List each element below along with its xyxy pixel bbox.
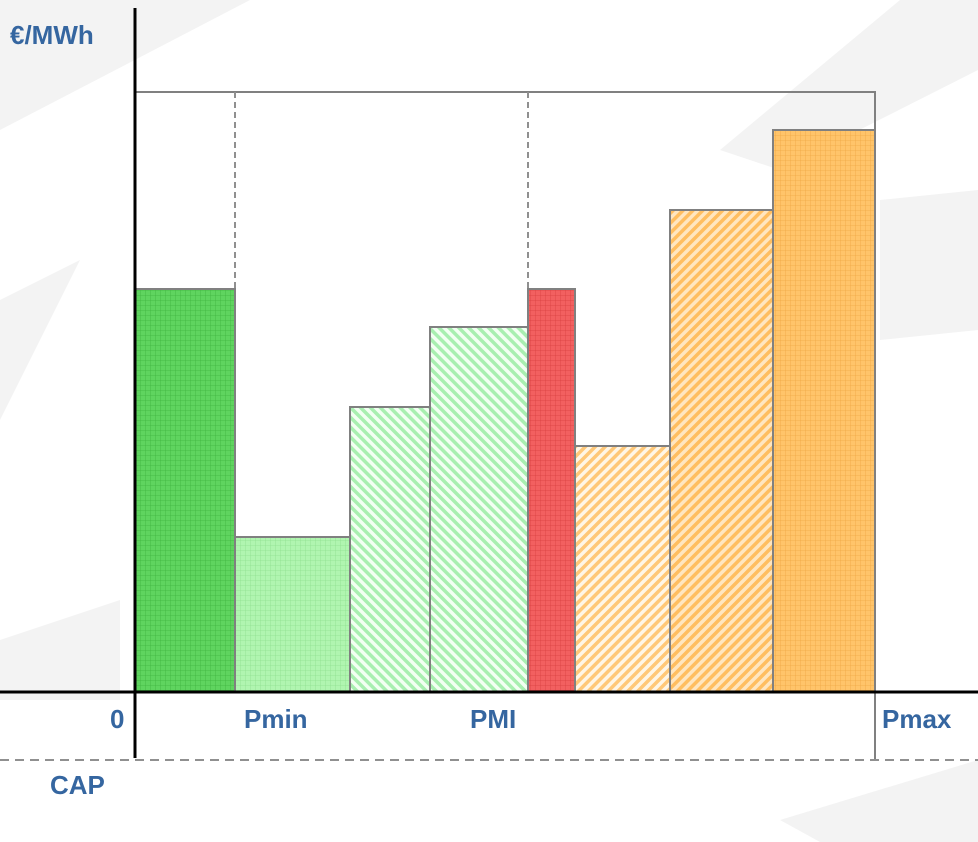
bar [527,288,576,693]
pmin-label: Pmin [244,704,308,734]
bar [669,209,774,693]
top-frame [135,91,876,760]
bar [772,129,876,693]
bars [134,129,876,693]
origin-label: 0 [110,704,124,734]
bar [429,326,529,693]
frame [0,8,978,761]
bar [349,406,431,693]
cap-label: CAP [50,770,105,800]
y-axis-label: €/MWh [10,20,94,50]
bar [234,536,351,693]
pmax-label: Pmax [882,704,952,734]
bar [134,288,236,693]
bar [574,445,671,693]
pmi-label: PMI [470,704,516,734]
